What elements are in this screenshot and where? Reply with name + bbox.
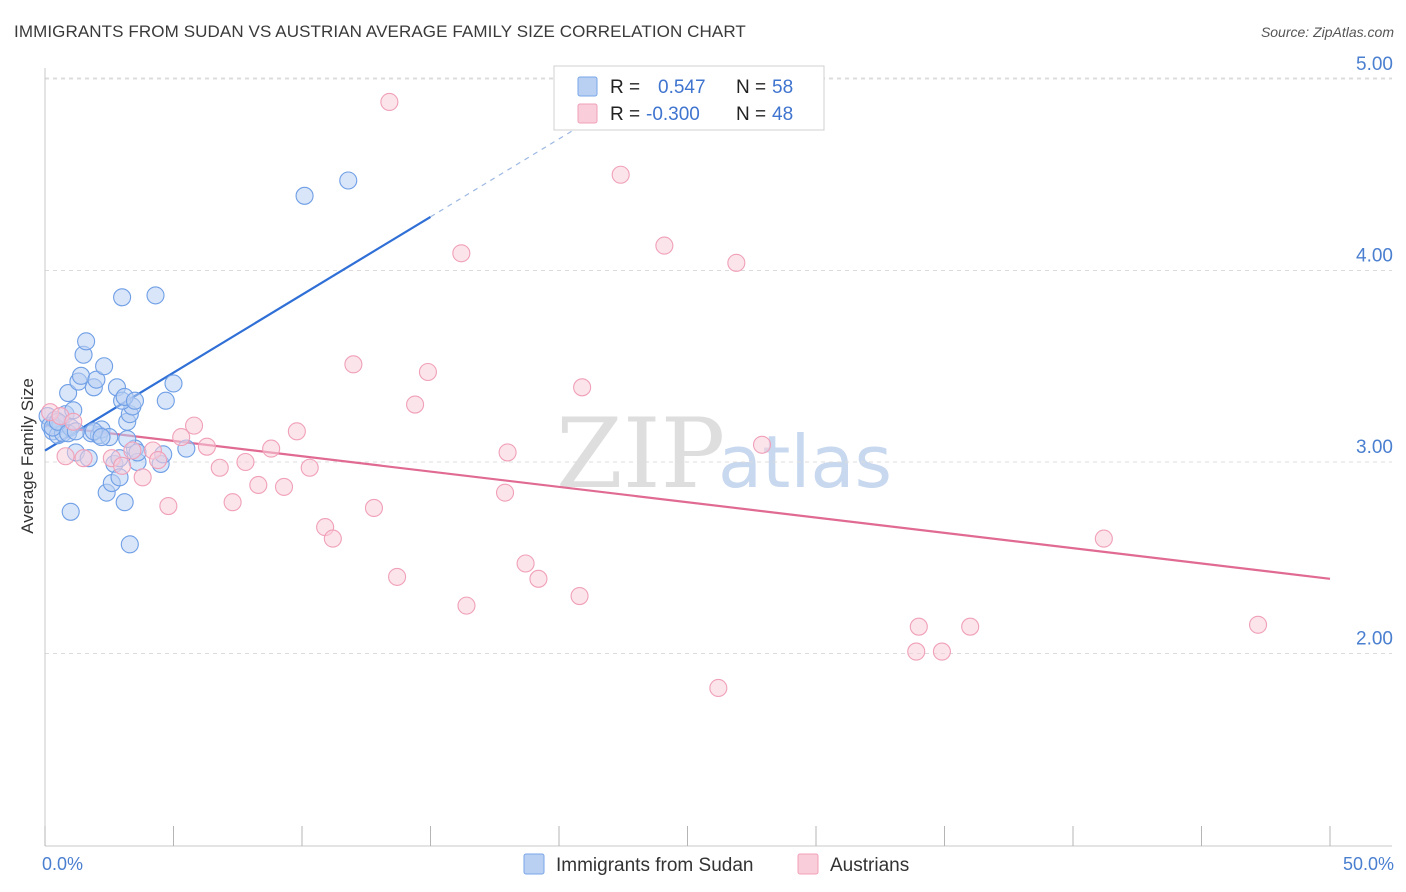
trend-line-0 (44, 215, 432, 452)
point-1-33 (495, 483, 515, 502)
point-1-43 (907, 642, 926, 661)
axes (44, 68, 1392, 847)
point-1-45 (932, 642, 951, 661)
watermark-zip: ZIP (556, 398, 725, 510)
point-1-7 (123, 441, 142, 460)
point-0-42 (125, 391, 144, 410)
point-1-37 (573, 378, 592, 397)
y-tick-label-2: 4.00 (1356, 246, 1393, 267)
series-1-points (41, 92, 1268, 698)
point-1-17 (236, 452, 255, 472)
point-1-42 (752, 435, 772, 454)
stats-legend-box (553, 65, 825, 131)
point-1-21 (287, 422, 306, 441)
point-1-48 (1248, 615, 1268, 634)
y-tick-label-1: 3.00 (1356, 437, 1393, 458)
y-tick-label-3: 5.00 (1356, 54, 1393, 75)
point-0-48 (164, 374, 183, 393)
point-0-51 (339, 171, 358, 190)
point-0-19 (87, 370, 106, 389)
point-0-30 (115, 493, 134, 512)
data-points (38, 92, 1268, 698)
point-0-47 (156, 391, 175, 410)
point-1-35 (529, 569, 548, 588)
trend-lines (44, 107, 1331, 580)
point-0-15 (77, 332, 96, 351)
source-label: Source: ZipAtlas.com (1260, 24, 1394, 40)
point-1-15 (210, 458, 229, 477)
point-1-16 (223, 493, 242, 512)
point-1-30 (452, 244, 471, 263)
point-1-18 (249, 475, 268, 495)
trend-line-1 (44, 424, 1331, 580)
legend-r-value-austrians: -0.300 (646, 104, 700, 125)
point-1-10 (149, 451, 168, 470)
x-tick-labels: 0.0% 50.0% (42, 854, 1394, 874)
y-axis-label: Average Family Size (18, 378, 37, 534)
point-1-19 (262, 439, 281, 458)
point-1-38 (611, 165, 630, 184)
point-1-20 (274, 477, 294, 496)
point-0-36 (61, 502, 80, 521)
point-0-22 (95, 357, 114, 376)
point-1-13 (185, 416, 204, 435)
series-legend: Immigrants from Sudan Austrians (523, 853, 909, 876)
point-0-8 (59, 384, 78, 403)
point-1-36 (570, 586, 589, 606)
legend-r-label-sudan: R = (610, 77, 640, 98)
point-1-12 (172, 428, 191, 447)
point-0-29 (113, 288, 132, 307)
chart-title: IMMIGRANTS FROM SUDAN VS AUSTRIAN AVERAG… (14, 22, 746, 41)
legend-n-label-austrians: N = (736, 104, 766, 125)
y-tick-label-0: 2.00 (1356, 629, 1393, 650)
point-1-49 (380, 92, 399, 112)
grid-lines (45, 77, 1392, 654)
point-1-31 (457, 596, 476, 615)
y-tick-labels: 2.00 3.00 4.00 5.00 (1356, 54, 1393, 650)
point-1-22 (300, 458, 319, 477)
point-0-41 (120, 535, 139, 554)
point-1-44 (909, 617, 928, 636)
x-tick-label-1: 50.0% (1343, 854, 1394, 874)
point-1-11 (159, 496, 178, 516)
legend-n-label-sudan: N = (736, 77, 766, 98)
legend-swatch-austrians (577, 103, 598, 124)
x-tick-label-0: 0.0% (42, 854, 83, 874)
legend-r-label-austrians: R = (610, 104, 640, 125)
series-legend-label-sudan: Immigrants from Sudan (556, 855, 753, 876)
point-1-28 (406, 395, 425, 414)
point-1-25 (344, 355, 363, 374)
point-1-32 (498, 443, 517, 462)
point-1-8 (133, 468, 152, 487)
point-1-6 (113, 456, 132, 475)
point-0-57 (92, 428, 111, 447)
point-1-47 (1094, 529, 1113, 548)
point-0-44 (146, 286, 165, 305)
point-1-27 (388, 567, 407, 586)
stats-legend: R = 0.547 N = 58 R = -0.300 N = 48 (553, 65, 825, 131)
series-legend-label-austrians: Austrians (830, 855, 909, 876)
point-1-34 (516, 554, 535, 573)
point-1-41 (727, 253, 746, 272)
point-1-39 (655, 236, 674, 255)
point-1-4 (74, 449, 93, 468)
point-1-46 (961, 617, 980, 636)
legend-r-value-sudan: 0.547 (658, 77, 706, 98)
point-1-40 (709, 678, 728, 698)
series-legend-swatch-austrians (797, 853, 819, 875)
legend-n-value-austrians: 48 (772, 104, 793, 125)
legend-swatch-sudan (577, 76, 598, 97)
point-1-14 (197, 437, 216, 456)
point-1-3 (64, 412, 83, 431)
point-1-26 (364, 498, 384, 518)
series-legend-swatch-sudan (523, 853, 545, 875)
point-0-50 (295, 186, 314, 205)
legend-n-value-sudan: 58 (772, 77, 793, 98)
point-1-2 (56, 447, 75, 466)
series-0-points (38, 171, 358, 554)
point-1-29 (418, 362, 437, 382)
point-1-24 (323, 529, 342, 548)
